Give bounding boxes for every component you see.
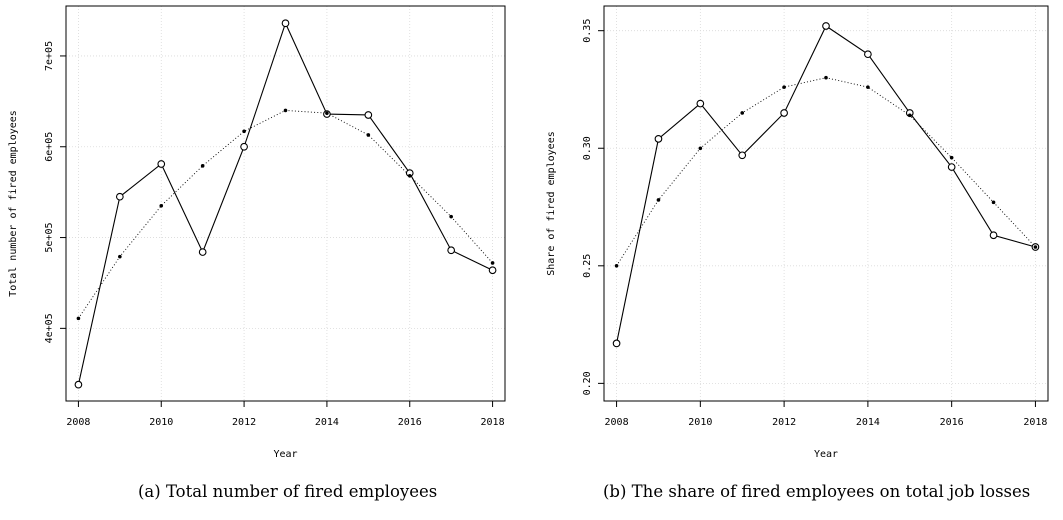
data-point-filled bbox=[325, 111, 329, 115]
data-point-filled bbox=[449, 214, 453, 219]
series-line-dotted bbox=[616, 77, 1036, 267]
series-line-solid bbox=[77, 21, 493, 385]
data-point-filled bbox=[740, 111, 745, 115]
y-tick-label: 7e+05 bbox=[44, 41, 55, 71]
y-tick-label: 0.35 bbox=[582, 19, 593, 43]
x-axis-label: Year bbox=[814, 449, 838, 460]
data-point-open bbox=[738, 151, 747, 160]
x-tick-label: 2010 bbox=[688, 417, 712, 428]
data-point-filled bbox=[407, 174, 412, 178]
y-tick-label: 6e+05 bbox=[44, 132, 55, 162]
data-point-filled bbox=[698, 146, 703, 151]
data-point-filled bbox=[907, 113, 912, 118]
data-point-filled bbox=[159, 203, 164, 208]
x-tick-label: 2008 bbox=[66, 417, 90, 428]
data-point-open bbox=[947, 163, 956, 171]
x-axis-label: Year bbox=[273, 449, 297, 460]
data-point-open bbox=[822, 22, 830, 30]
data-point-filled bbox=[614, 264, 619, 268]
y-tick-label: 0.25 bbox=[582, 254, 593, 278]
x-tick-label: 2018 bbox=[1023, 417, 1047, 428]
x-tick-label: 2008 bbox=[605, 417, 629, 428]
y-axis-label: Total number of fired employees bbox=[8, 110, 19, 297]
data-point-open bbox=[989, 231, 998, 240]
x-tick-label: 2012 bbox=[772, 417, 796, 428]
x-tick-label: 2012 bbox=[232, 417, 256, 428]
data-point-open bbox=[780, 109, 788, 117]
y-axis-label: Share of fired employees bbox=[546, 131, 557, 276]
data-point-filled bbox=[490, 261, 495, 265]
data-point-open bbox=[654, 134, 663, 143]
series-line-solid bbox=[616, 25, 1036, 344]
x-tick-label: 2016 bbox=[398, 417, 422, 428]
chart-panel-a: 2008 2010 2012 2014 2016 2018 4e+05 5e+05 6e+05 7… bbox=[8, 5, 506, 460]
data-point-filled bbox=[824, 75, 828, 80]
y-tick-label: 0.30 bbox=[582, 136, 593, 160]
caption-b: (b) The share of fired employees on tota… bbox=[603, 482, 1031, 501]
series-line-dotted bbox=[78, 109, 493, 319]
data-point-filled bbox=[866, 85, 870, 89]
data-point-filled bbox=[782, 85, 786, 89]
plot-frame bbox=[65, 5, 506, 402]
data-point-filled bbox=[1033, 245, 1038, 249]
data-point-filled bbox=[991, 200, 996, 205]
data-point-filled bbox=[366, 133, 371, 137]
caption-a: (a) Total number of fired employees bbox=[138, 482, 438, 501]
data-point-open bbox=[281, 19, 290, 28]
data-point-open bbox=[115, 192, 124, 201]
y-tick-label: 4e+05 bbox=[44, 313, 55, 343]
data-point-filled bbox=[118, 254, 122, 259]
y-tick-label: 0.20 bbox=[582, 371, 593, 395]
data-point-filled bbox=[200, 164, 205, 168]
data-point-open bbox=[240, 142, 248, 151]
data-point-filled bbox=[76, 316, 81, 321]
data-point-filled bbox=[242, 129, 246, 134]
data-point-open bbox=[364, 111, 373, 119]
data-point-open bbox=[696, 99, 705, 108]
x-tick-label: 2014 bbox=[315, 417, 339, 428]
data-point-open bbox=[864, 50, 872, 59]
data-point-open bbox=[74, 380, 83, 389]
plot-frame bbox=[603, 5, 1049, 402]
chart-panel-b: 2008 2010 2012 2014 2016 2018 0.20 0.25 0.30 0.35… bbox=[546, 5, 1049, 460]
data-point-open bbox=[488, 266, 497, 275]
x-tick-label: 2016 bbox=[940, 417, 964, 428]
x-tick-label: 2014 bbox=[856, 417, 880, 428]
y-tick-label: 5e+05 bbox=[44, 222, 55, 252]
data-point-open bbox=[447, 246, 456, 255]
data-point-open bbox=[157, 160, 166, 168]
data-point-filled bbox=[283, 108, 288, 113]
data-point-open bbox=[198, 248, 207, 256]
data-point-filled bbox=[949, 155, 954, 160]
data-point-filled bbox=[656, 198, 661, 202]
x-tick-label: 2018 bbox=[481, 417, 505, 428]
data-point-open bbox=[612, 339, 621, 348]
x-tick-label: 2010 bbox=[149, 417, 173, 428]
